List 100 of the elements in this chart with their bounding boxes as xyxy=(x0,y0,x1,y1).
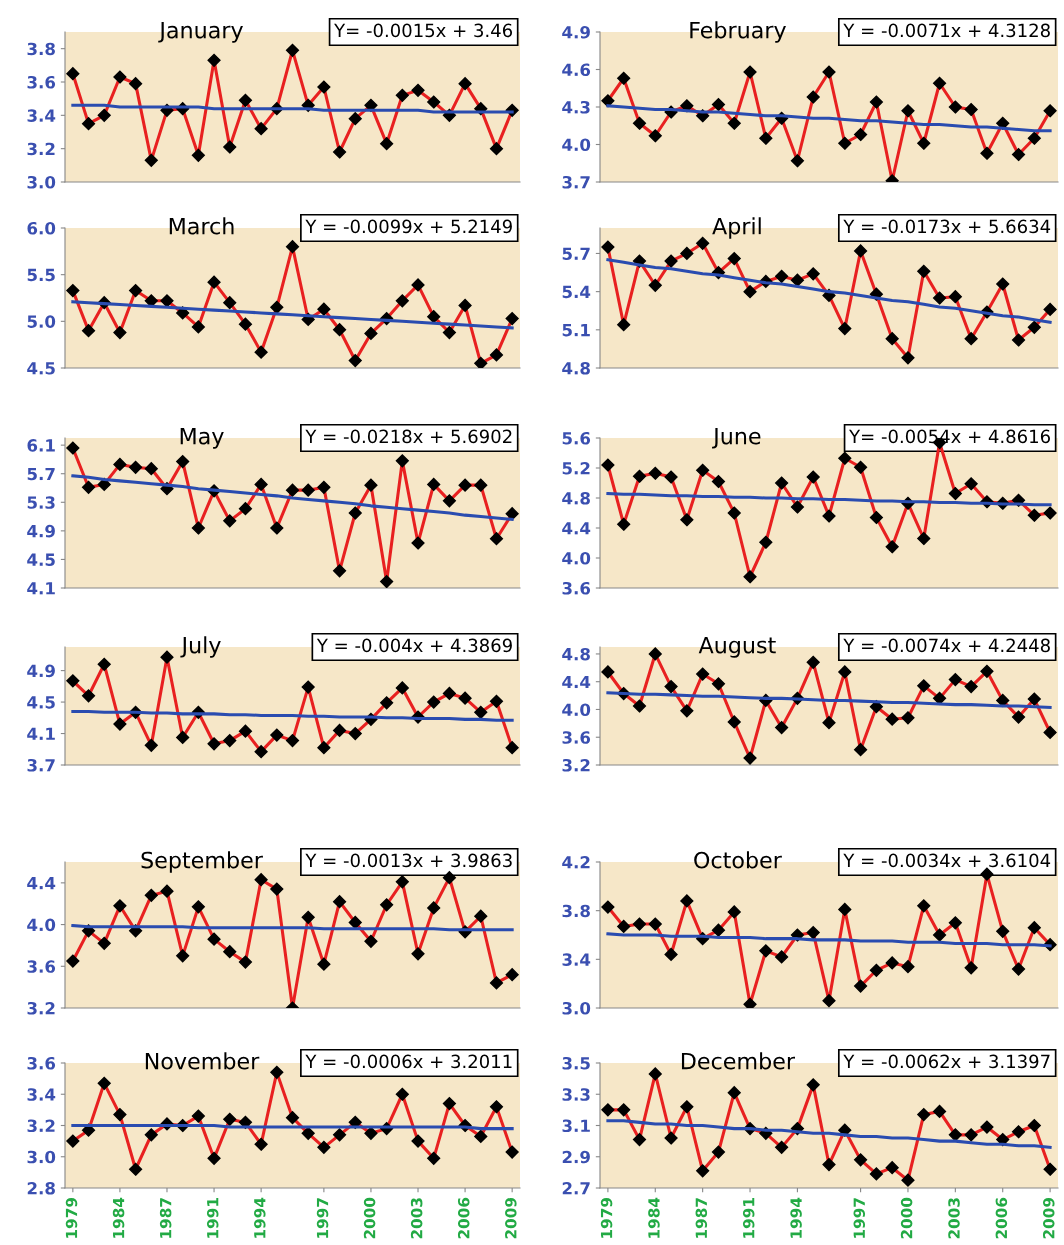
annotation: Y= -0.0054x + 4.8616 xyxy=(849,429,1050,444)
y-tick-label: 2.9 xyxy=(562,1150,590,1164)
annotation: Y = -0.0062x + 3.1397 xyxy=(843,1054,1050,1069)
chart-title: January xyxy=(158,21,243,43)
x-tick-label: 1984 xyxy=(648,1197,660,1238)
x-tick-label: 2009 xyxy=(1042,1198,1055,1239)
chart-title: June xyxy=(712,427,761,449)
y-tick-label: 4.4 xyxy=(27,877,56,890)
y-tick-label: 4.8 xyxy=(562,491,590,505)
annotation: Y = -0.0013x + 3.9863 xyxy=(305,853,512,868)
chart-title: November xyxy=(145,1052,260,1070)
y-tick-label: 3.6 xyxy=(562,581,591,595)
y-tick-label: 4.4 xyxy=(562,675,591,689)
y-tick-label: 3.5 xyxy=(562,1056,590,1070)
y-tick-label: 4.9 xyxy=(27,664,55,678)
y-tick-label: 3.7 xyxy=(562,175,590,189)
y-tick-label: 3.0 xyxy=(27,1150,56,1164)
x-tick-label: 1987 xyxy=(695,1198,708,1238)
y-tick-label: 3.0 xyxy=(562,1001,591,1015)
annotation: Y = -0.0034x + 3.6104 xyxy=(843,853,1051,868)
annotation: Y = -0.004x + 4.3869 xyxy=(316,638,512,653)
x-tick-label: 2000 xyxy=(363,1197,376,1239)
y-tick-label: 4.3 xyxy=(562,100,590,114)
y-tick-label: 3.6 xyxy=(27,1056,56,1070)
y-tick-label: 4.9 xyxy=(27,524,55,538)
chart-title: April xyxy=(712,217,761,239)
annotation: Y= -0.0015x + 3.46 xyxy=(334,23,513,38)
annotation: Y = -0.0173x + 5.6634 xyxy=(843,219,1051,234)
y-tick-label: 3.6 xyxy=(27,960,56,973)
y-tick-label: 4.0 xyxy=(562,703,591,717)
y-tick-label: 4.1 xyxy=(27,727,55,740)
x-tick-label: 1997 xyxy=(853,1198,866,1238)
y-tick-label: 3.3 xyxy=(562,1088,590,1101)
x-tick-label: 1984 xyxy=(112,1197,125,1238)
y-tick-label: 5.0 xyxy=(27,315,56,328)
annotation: Y = -0.0071x + 4.3128 xyxy=(843,23,1050,38)
y-tick-label: 3.0 xyxy=(27,175,56,189)
annotation: Y = -0.0006x + 3.2011 xyxy=(305,1054,512,1069)
y-tick-label: 4.8 xyxy=(562,361,590,375)
y-tick-label: 5.7 xyxy=(27,467,55,481)
x-tick-label: 1997 xyxy=(316,1198,329,1238)
chart-title: September xyxy=(141,851,263,873)
x-tick-label: 2003 xyxy=(410,1198,423,1239)
y-tick-label: 3.7 xyxy=(27,758,55,772)
x-tick-label: 2003 xyxy=(948,1198,960,1239)
chart-title: July xyxy=(180,636,221,658)
x-tick-label: 1979 xyxy=(600,1198,613,1238)
y-tick-label: 4.0 xyxy=(562,138,591,152)
x-tick-label: 2006 xyxy=(457,1197,470,1239)
y-tick-label: 4.8 xyxy=(562,647,590,661)
y-tick-label: 3.2 xyxy=(27,142,55,156)
y-tick-label: 4.1 xyxy=(27,582,55,595)
y-tick-label: 5.5 xyxy=(27,268,55,282)
chart-title: December xyxy=(681,1052,796,1070)
y-tick-label: 4.5 xyxy=(27,553,55,566)
y-tick-label: 4.0 xyxy=(27,918,56,932)
y-tick-label: 4.4 xyxy=(562,522,591,535)
x-tick-label: 1994 xyxy=(790,1197,802,1238)
chart-title: March xyxy=(169,217,234,235)
y-tick-label: 3.6 xyxy=(562,731,591,744)
y-tick-label: 6.0 xyxy=(27,221,56,235)
x-tick-label: 1991 xyxy=(206,1198,219,1238)
y-tick-label: 6.1 xyxy=(27,439,55,452)
x-tick-label: 1994 xyxy=(254,1197,266,1238)
y-tick-label: 3.4 xyxy=(27,1088,56,1101)
annotation: Y = -0.0074x + 4.2448 xyxy=(843,638,1050,653)
y-tick-label: 3.1 xyxy=(562,1119,590,1133)
y-tick-label: 4.9 xyxy=(562,25,590,39)
y-tick-label: 2.8 xyxy=(27,1181,55,1195)
y-tick-label: 5.1 xyxy=(562,324,590,337)
y-tick-label: 3.8 xyxy=(27,42,55,56)
x-tick-label: 1991 xyxy=(742,1198,755,1238)
y-tick-label: 3.2 xyxy=(27,1119,55,1133)
chart-title: May xyxy=(180,427,224,449)
y-tick-label: 4.5 xyxy=(27,696,55,709)
x-tick-label: 2006 xyxy=(995,1197,1008,1239)
y-tick-label: 4.6 xyxy=(562,63,591,77)
x-tick-label: 2000 xyxy=(900,1197,913,1239)
y-tick-label: 3.8 xyxy=(562,904,590,918)
y-tick-label: 3.6 xyxy=(27,75,56,89)
x-tick-label: 1979 xyxy=(65,1198,78,1238)
y-tick-label: 4.5 xyxy=(27,362,55,375)
x-tick-label: 1987 xyxy=(159,1198,172,1238)
y-tick-label: 3.4 xyxy=(562,953,591,966)
chart-title: October xyxy=(694,851,782,869)
y-tick-label: 4.2 xyxy=(562,855,590,869)
y-tick-label: 2.7 xyxy=(562,1181,590,1195)
chart-title: February xyxy=(690,21,786,43)
annotation: Y = -0.0099x + 5.2149 xyxy=(305,219,512,234)
y-tick-label: 5.3 xyxy=(27,496,55,509)
x-tick-label: 2009 xyxy=(505,1198,517,1239)
y-tick-label: 5.4 xyxy=(562,285,591,299)
annotation: Y = -0.0218x + 5.6902 xyxy=(305,429,512,444)
y-tick-label: 4.0 xyxy=(562,551,591,565)
y-tick-label: 5.2 xyxy=(562,461,590,475)
y-tick-label: 5.7 xyxy=(562,247,590,261)
y-tick-label: 5.6 xyxy=(562,431,591,445)
y-tick-label: 3.2 xyxy=(27,1001,55,1015)
y-tick-label: 3.2 xyxy=(562,758,590,772)
y-tick-label: 3.4 xyxy=(27,109,56,122)
